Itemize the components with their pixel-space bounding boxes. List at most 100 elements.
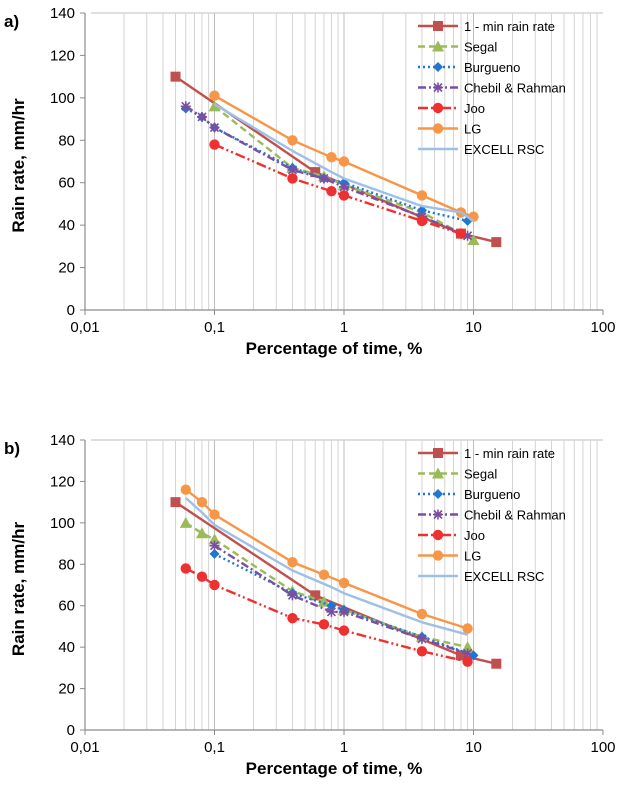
series-line-joo	[185, 567, 468, 663]
y-tick-label: 0	[67, 722, 75, 739]
legend-label: 1 - min rain rate	[464, 19, 555, 34]
y-tick-label: 120	[50, 473, 75, 490]
legend-item-burgueno: Burgueno	[418, 60, 520, 75]
y-axis-title: Rain rate, mm/hr	[9, 98, 28, 233]
data-point-joo	[287, 612, 298, 624]
y-tick-label: 120	[50, 47, 75, 64]
series-group	[170, 484, 502, 669]
y-tick-label: 140	[50, 5, 75, 22]
data-point-chebil-rahman	[326, 606, 337, 617]
data-point-joo	[196, 571, 208, 582]
data-point-joo	[287, 173, 298, 184]
legend-item-segal: Segal	[418, 467, 497, 482]
data-point-chebil-rahman	[287, 164, 298, 175]
data-point-joo	[416, 215, 428, 227]
legend-swatch-marker	[432, 40, 444, 52]
legend-label: EXCELL RSC	[464, 142, 544, 157]
data-point-lg	[416, 608, 428, 620]
legend-label: Joo	[464, 101, 485, 116]
data-point-1-min-rain-rate	[491, 658, 502, 669]
data-point-segal	[179, 516, 192, 528]
data-point-chebil-rahman	[339, 606, 349, 617]
legend-item-burgueno: Burgueno	[418, 487, 520, 502]
legend-label: LG	[464, 122, 481, 137]
data-point-chebil-rahman	[416, 633, 427, 644]
series-1-min-rain-rate	[170, 497, 502, 669]
legend-label: Chebil & Rahman	[464, 81, 566, 96]
legend-swatch-marker	[433, 489, 443, 499]
data-point-joo	[338, 625, 350, 636]
series-lg	[180, 484, 473, 634]
x-tick-label: 1	[340, 739, 348, 756]
legend-label: Burgueno	[464, 60, 520, 75]
data-point-burgueno	[326, 600, 337, 611]
legend-swatch-marker	[433, 21, 443, 31]
x-axis-title: Percentage of time, %	[246, 759, 423, 778]
series-line-joo	[214, 143, 462, 235]
data-point-lg	[462, 623, 473, 634]
legend-swatch-marker	[433, 509, 443, 520]
data-point-lg	[338, 156, 350, 167]
legend-item-lg: LG	[418, 122, 481, 137]
data-point-chebil-rahman	[209, 122, 220, 133]
data-point-1-min-rain-rate	[310, 167, 321, 178]
y-tick-label: 80	[58, 132, 75, 149]
data-point-lg	[209, 509, 220, 520]
series-chebil-rahman	[209, 540, 473, 659]
legend-item-lg: LG	[418, 549, 481, 564]
legend-label: Segal	[464, 467, 497, 482]
data-point-joo	[416, 646, 428, 657]
data-point-lg	[287, 135, 298, 146]
x-tick-label: 100	[590, 739, 615, 756]
y-tick-label: 100	[50, 515, 75, 532]
data-point-joo	[462, 656, 473, 667]
y-axis-title: Rain rate, mm/hr	[9, 522, 28, 657]
series-excell-rsc	[184, 497, 468, 636]
y-tick-label: 60	[58, 175, 75, 192]
data-point-lg	[338, 577, 350, 589]
chart-panel-b: 0 20 40 60 80 100 120 140 0,01 0,1 1 10 100 Percentag…	[4, 432, 616, 778]
legend-swatch-marker	[432, 102, 444, 114]
series-joo	[180, 563, 473, 667]
series-chebil-rahman	[180, 101, 473, 241]
data-point-joo	[318, 619, 330, 630]
y-tick-label: 60	[58, 598, 75, 615]
data-point-lg	[318, 569, 330, 580]
legend-swatch-marker	[433, 62, 443, 72]
y-tick-label: 0	[67, 302, 75, 319]
data-point-joo	[209, 579, 220, 591]
data-point-lg	[180, 484, 191, 495]
x-tick-label: 10	[465, 739, 482, 756]
series-group	[170, 71, 502, 248]
data-point-chebil-rahman	[462, 648, 473, 659]
legend-item-segal: Segal	[418, 40, 497, 55]
legend-item-chebil-rahman: Chebil & Rahman	[418, 81, 566, 96]
data-point-lg	[287, 557, 298, 568]
data-point-1-min-rain-rate	[170, 497, 181, 508]
legend-label: LG	[464, 549, 481, 564]
legend-swatch-marker	[432, 550, 444, 561]
legend-swatch-marker	[432, 467, 444, 479]
series-line-excell-rsc	[213, 103, 475, 222]
panel-label: a)	[4, 12, 19, 31]
chart-panel-a: 0 20 40 60 80 100 120 140 0,01 0,1 1 10 100 Percentag…	[4, 5, 616, 358]
y-tick-label: 20	[58, 681, 75, 698]
data-point-joo	[209, 139, 220, 150]
x-tick-label: 0,01	[70, 319, 99, 336]
legend-item-joo: Joo	[418, 528, 485, 543]
series-line-1-min-rain-rate	[174, 501, 497, 665]
data-point-lg	[326, 152, 337, 163]
series-line-segal	[185, 521, 468, 649]
y-tick-label: 140	[50, 432, 75, 449]
legend-swatch-marker	[432, 123, 444, 134]
legend: 1 - min rain rate Segal Burgueno Chebil & R…	[418, 446, 566, 584]
legend-item-1-min-rain-rate: 1 - min rain rate	[418, 446, 555, 461]
data-point-1-min-rain-rate	[455, 650, 466, 661]
data-point-chebil-rahman	[339, 181, 349, 192]
data-point-lg	[416, 190, 428, 201]
legend-label: Joo	[464, 528, 485, 543]
legend-item-1-min-rain-rate: 1 - min rain rate	[418, 19, 555, 34]
y-tick-label: 40	[58, 217, 75, 234]
x-tick-label: 100	[590, 319, 615, 336]
